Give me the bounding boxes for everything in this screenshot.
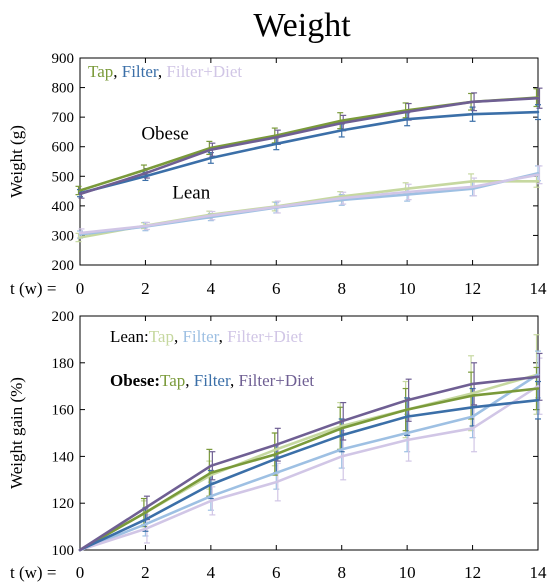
time-axis-prefix: t (w) = (10, 563, 56, 582)
legend-row: Lean:Tap, Filter, Filter+Diet (110, 327, 303, 346)
weight-panel: 200 300 400 500 600 700 800 900 0 2 4 6 8 10 12 14 t (w)… (7, 51, 547, 298)
legend-entry: Filter (194, 371, 231, 390)
x-tick-label: 0 (76, 279, 85, 298)
legend-entry: Tap (88, 62, 113, 81)
legend-entry: , (113, 62, 122, 81)
x-tick-label: 2 (141, 563, 150, 582)
legend-entry: Filter (182, 327, 219, 346)
series-line-obese-obese-tap (78, 387, 540, 552)
series-line-lean-lean-filter-diet (78, 384, 540, 552)
y-tick-label: 200 (52, 258, 75, 274)
y-tick-label: 800 (52, 81, 75, 97)
y-tick-label: 100 (52, 543, 75, 559)
y-tick-label: 900 (52, 51, 75, 67)
x-tick-label: 2 (141, 279, 150, 298)
x-tick-label: 6 (272, 279, 281, 298)
x-tick-label: 12 (464, 563, 481, 582)
legend-entry: Tap (160, 371, 185, 390)
legend: Tap, Filter, Filter+Diet (88, 62, 242, 81)
plot-frame (79, 57, 539, 266)
legend-entry: , (174, 327, 183, 346)
y-tick-label: 120 (52, 496, 75, 512)
figure-title: Weight (253, 7, 351, 44)
x-tick-label: 10 (399, 563, 416, 582)
annotation-obese: Obese (141, 123, 188, 144)
legend-row: Tap, Filter, Filter+Diet (88, 62, 242, 81)
y-tick-label: 700 (52, 110, 75, 126)
y-axis-label: Weight gain (%) (7, 377, 26, 489)
x-tick-label: 4 (207, 563, 216, 582)
y-tick-label: 500 (52, 169, 75, 185)
legend-entry: Filter+Diet (238, 371, 314, 390)
plot-frame (79, 315, 539, 551)
x-tick-label: 4 (207, 279, 216, 298)
x-tick-label: 6 (272, 563, 281, 582)
series-line-obese-obese-filter-diet (78, 96, 540, 196)
y-tick-label: 200 (52, 309, 75, 325)
y-tick-label: 180 (52, 356, 75, 372)
y-tick-label: 400 (52, 199, 75, 215)
series-line-obese-obese-filter (78, 398, 540, 552)
time-axis-prefix: t (w) = (10, 279, 56, 298)
x-tick-label: 0 (76, 563, 85, 582)
y-tick-label: 600 (52, 140, 75, 156)
legend-entry: , (230, 371, 239, 390)
weight-gain-panel: 100 120 140 160 180 200 0 2 4 6 8 10 12 14 t (w) = Weig… (7, 309, 547, 582)
legend-entry: Filter+Diet (227, 327, 303, 346)
annotation-lean: Lean (172, 182, 210, 203)
x-tick-label: 14 (530, 279, 548, 298)
y-tick-label: 140 (52, 449, 75, 465)
x-tick-label: 14 (530, 563, 548, 582)
y-tick-label: 300 (52, 228, 75, 244)
x-tick-label: 8 (337, 279, 346, 298)
series-line-obese-obese-filter (78, 110, 540, 195)
series-line-lean-lean-filter (78, 373, 540, 552)
x-tick-label: 8 (337, 563, 346, 582)
legend-entry: Tap (149, 327, 174, 346)
legend-row-label: Lean: (110, 327, 149, 346)
legend-entry: Filter (122, 62, 159, 81)
x-tick-label: 12 (464, 279, 481, 298)
legend-entry: , (219, 327, 228, 346)
y-axis-label: Weight (g) (7, 125, 26, 198)
legend-entry: , (185, 371, 194, 390)
legend-entry: Filter+Diet (166, 62, 242, 81)
legend-row-label: Obese: (110, 371, 160, 390)
y-tick-label: 160 (52, 403, 75, 419)
series-line-obese-obese-filter-diet (78, 375, 540, 552)
legend-row: Obese:Tap, Filter, Filter+Diet (110, 371, 314, 390)
legend-entry: , (158, 62, 167, 81)
x-tick-label: 10 (399, 279, 416, 298)
legend: Lean:Tap, Filter, Filter+DietObese:Tap, … (110, 327, 314, 390)
series-line-lean-lean-filter-diet (78, 173, 540, 235)
